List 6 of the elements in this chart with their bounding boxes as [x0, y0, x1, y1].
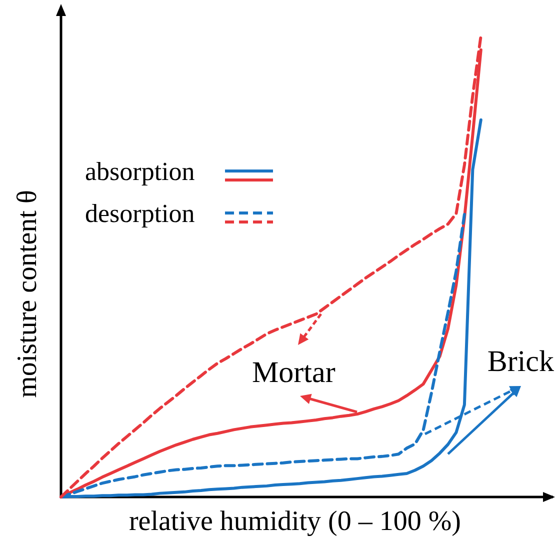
legend-label: absorption [85, 157, 195, 186]
legend-label: desorption [85, 199, 195, 228]
annotation: Brick [487, 345, 554, 378]
y-axis-title: moisture content θ [12, 190, 43, 398]
annotation: Mortar [252, 356, 336, 389]
x-axis-title: relative humidity (0 – 100 %) [128, 506, 462, 537]
